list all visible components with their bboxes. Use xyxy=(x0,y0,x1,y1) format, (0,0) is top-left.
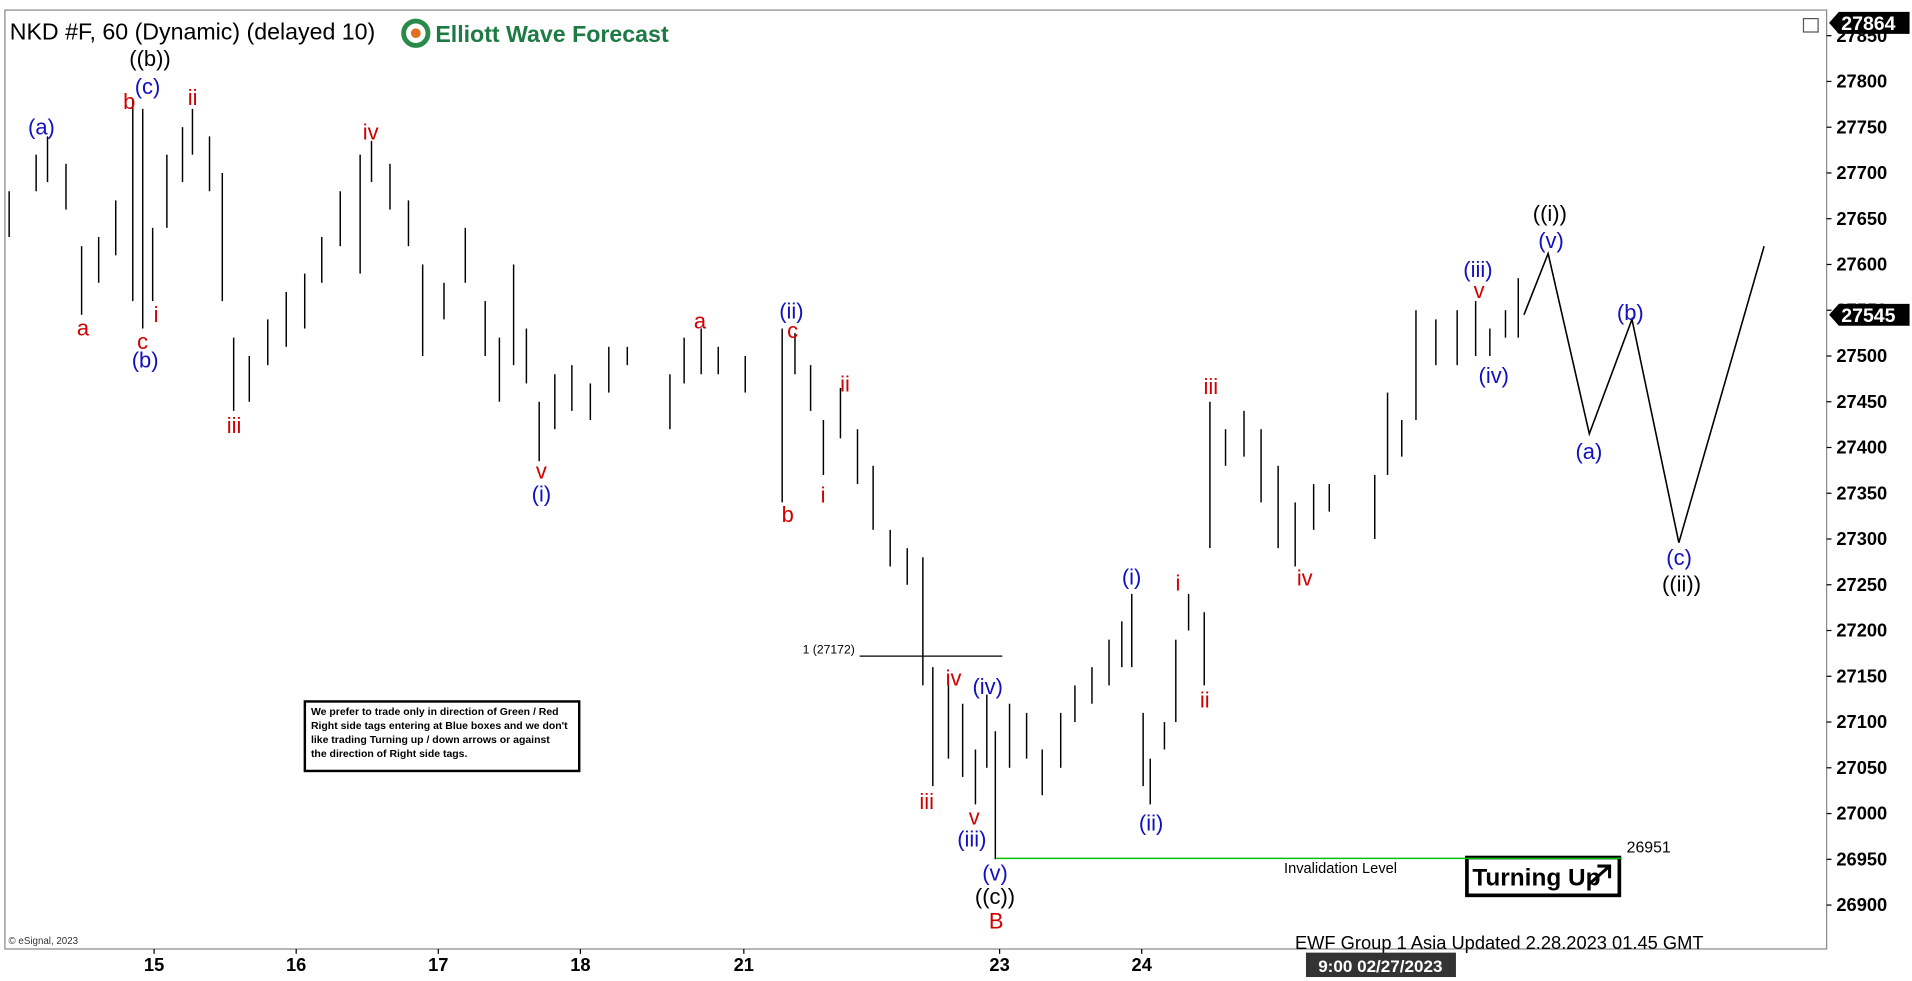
wave-label: v xyxy=(969,805,980,830)
wave-label: ii xyxy=(1200,688,1210,713)
x-tick-label: 23 xyxy=(989,954,1009,975)
wave-label: (v) xyxy=(1538,228,1564,253)
wave-label: (iii) xyxy=(1463,257,1492,282)
note-line: We prefer to trade only in direction of … xyxy=(311,707,559,718)
y-tick-label: 27150 xyxy=(1836,665,1887,686)
y-tick-label: 27750 xyxy=(1836,116,1887,137)
wave-label: (c) xyxy=(1666,545,1692,570)
wave-label: ((i)) xyxy=(1533,201,1567,226)
wave-label: (c) xyxy=(135,74,161,99)
y-tick-label: 27350 xyxy=(1836,482,1887,503)
wave-label: (iv) xyxy=(1479,363,1509,388)
wave-label: ((b)) xyxy=(129,46,170,71)
wave-label: c xyxy=(137,329,148,354)
logo: Elliott Wave Forecast xyxy=(401,18,669,48)
wave-label: v xyxy=(536,458,547,483)
wave-label: i xyxy=(821,483,826,508)
wave-label: a xyxy=(694,308,707,333)
signal-frame xyxy=(1465,855,1622,898)
wave-label: iii xyxy=(1204,374,1219,399)
y-tick-label: 27650 xyxy=(1836,208,1887,229)
wave-label: b xyxy=(123,89,135,114)
wave-label: (b) xyxy=(132,347,159,372)
y-tick-label: 26950 xyxy=(1836,848,1887,869)
wave-label: i xyxy=(1175,570,1180,595)
projection-line xyxy=(1523,245,1765,543)
time-tag: 9:00 02/27/2023 xyxy=(1318,957,1442,976)
wave-label: ((c)) xyxy=(975,884,1015,909)
footer: EWF Group 1 Asia Updated 2.28.2023 01.45… xyxy=(1295,932,1704,953)
y-tick-label: 27700 xyxy=(1836,162,1887,183)
y-tick-label: 27400 xyxy=(1836,437,1887,458)
price-tag xyxy=(1829,303,1910,326)
y-tick-label: 27450 xyxy=(1836,391,1887,412)
plot-frame xyxy=(4,9,1828,950)
wave-label: (a) xyxy=(1575,439,1602,464)
logo-icon xyxy=(401,18,431,48)
wave-label: ii xyxy=(840,372,850,397)
wave-label: (iv) xyxy=(972,674,1002,699)
y-tick-label: 27100 xyxy=(1836,711,1887,732)
wave-label: i xyxy=(154,302,159,327)
invalidation-text: Invalidation Level xyxy=(1284,861,1397,877)
chart-title: NKD #F, 60 (Dynamic) (delayed 10) xyxy=(10,18,376,44)
wave-label: (ii) xyxy=(779,299,803,324)
logo-text: Elliott Wave Forecast xyxy=(435,21,669,47)
wave-label: (iii) xyxy=(957,827,986,852)
logo-dot xyxy=(410,28,421,39)
fib-label: 1 (27172) xyxy=(803,643,855,657)
signal-box: Turning Up xyxy=(1465,855,1622,898)
wave-label: iv xyxy=(1297,566,1313,591)
wave-label: iii xyxy=(227,413,242,438)
price-tag xyxy=(1829,11,1910,34)
y-tick-label: 27050 xyxy=(1836,757,1887,778)
wave-label: c xyxy=(787,318,798,343)
x-tick-label: 17 xyxy=(428,954,448,975)
copyright: © eSignal, 2023 xyxy=(9,936,79,947)
y-tick-label: 26900 xyxy=(1836,894,1887,915)
wave-label: ii xyxy=(188,85,198,110)
wave-label: (i) xyxy=(532,481,552,506)
wave-label: (a) xyxy=(28,114,55,139)
note-line: the direction of Right side tags. xyxy=(311,749,468,760)
price-tag-label: 27545 xyxy=(1841,305,1895,327)
x-tick-label: 24 xyxy=(1132,954,1153,975)
y-tick-label: 27800 xyxy=(1836,71,1887,92)
invalidation-value: 26951 xyxy=(1627,839,1671,856)
y-tick-label: 27200 xyxy=(1836,620,1887,641)
wave-label: v xyxy=(1474,278,1485,303)
x-tick-label: 15 xyxy=(144,954,164,975)
wave-label: B xyxy=(989,908,1004,933)
note-line: Right side tags entering at Blue boxes a… xyxy=(311,721,568,732)
note-box: We prefer to trade only in direction of … xyxy=(303,700,581,773)
wave-label: iv xyxy=(363,119,379,144)
wave-label: (b) xyxy=(1617,300,1644,325)
wave-label: (v) xyxy=(982,861,1008,886)
note-frame xyxy=(303,700,581,773)
x-tick-label: 18 xyxy=(570,954,590,975)
x-tick-label: 16 xyxy=(286,954,306,975)
wave-label: (i) xyxy=(1122,564,1142,589)
y-tick-label: 27300 xyxy=(1836,528,1887,549)
window-icon[interactable] xyxy=(1802,17,1819,33)
price-tag-label: 27864 xyxy=(1841,13,1895,35)
note-line: like trading Turning up / down arrows or… xyxy=(311,735,550,746)
wave-label: iii xyxy=(919,789,934,814)
y-tick-label: 27500 xyxy=(1836,345,1887,366)
signal-arrow xyxy=(1587,864,1612,886)
wave-label: a xyxy=(77,316,90,341)
wave-label: ((ii)) xyxy=(1662,572,1701,597)
y-tick-label: 27250 xyxy=(1836,574,1887,595)
time-tag-box xyxy=(1305,952,1456,978)
wave-label: b xyxy=(782,502,794,527)
x-tick-label: 21 xyxy=(734,954,754,975)
wave-label: (ii) xyxy=(1139,811,1163,836)
wave-label: iv xyxy=(946,666,962,691)
y-tick-label: 27000 xyxy=(1836,803,1887,824)
y-tick-label: 27600 xyxy=(1836,254,1887,275)
signal-text: Turning Up xyxy=(1472,865,1600,892)
